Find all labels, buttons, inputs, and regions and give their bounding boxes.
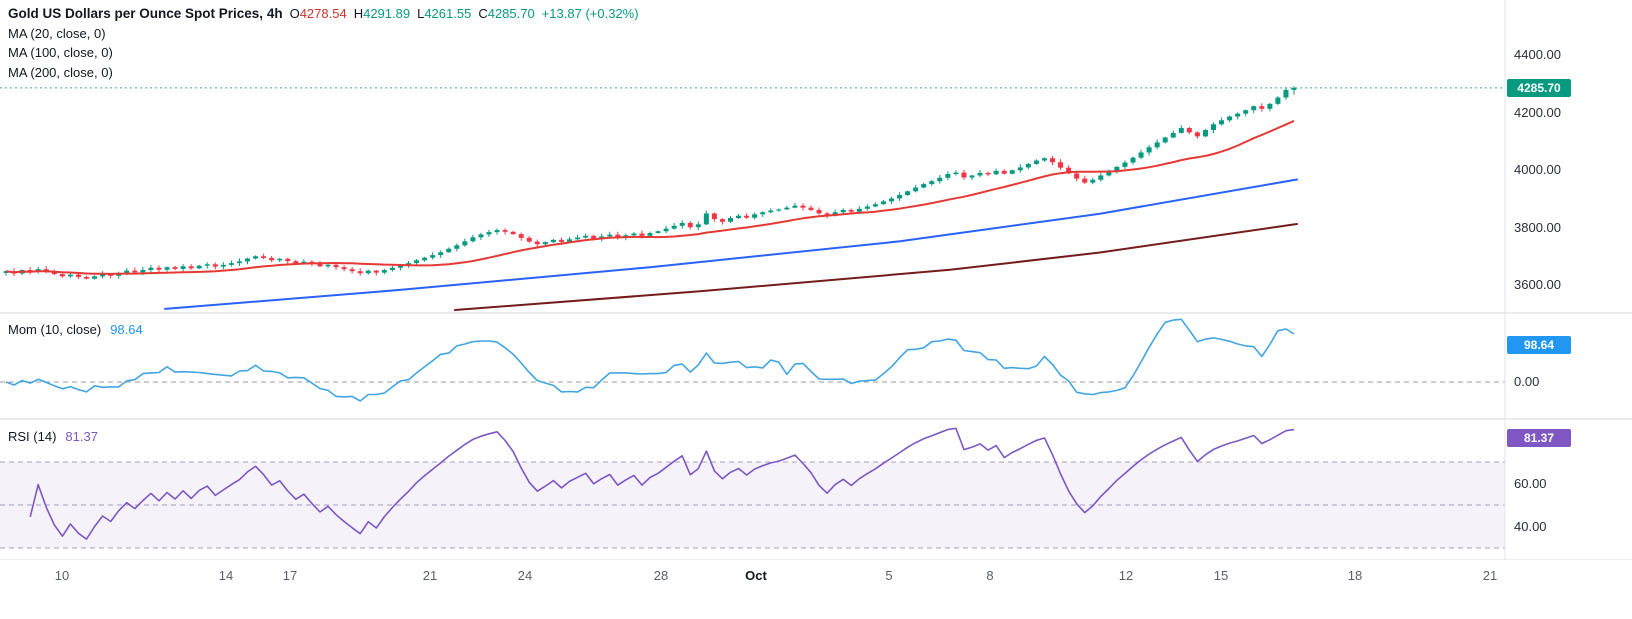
price-axis-label: 3600.00 <box>1514 277 1561 292</box>
time-axis-label: 10 <box>54 568 70 583</box>
main-legend: Gold US Dollars per Ounce Spot Prices, 4… <box>8 4 639 82</box>
last-price-badge: 4285.70 <box>1507 78 1571 97</box>
time-axis-label: 14 <box>218 568 234 583</box>
ma200-line <box>454 223 1298 311</box>
time-axis-label: 21 <box>422 568 438 583</box>
rsi-line <box>29 427 1295 540</box>
time-axis-label: 8 <box>986 568 994 583</box>
open-readout: O4278.54 <box>289 6 347 21</box>
ma100-line <box>164 178 1298 310</box>
momentum-line <box>5 318 1295 402</box>
time-axis-label: 24 <box>517 568 533 583</box>
high-readout: H4291.89 <box>353 6 411 21</box>
candlestick-series[interactable] <box>3 86 1297 280</box>
rsi-axis-label: 60.00 <box>1514 475 1547 491</box>
rsi-axis-label: 40.00 <box>1514 518 1547 534</box>
ma100-legend: MA (100, close, 0) <box>8 45 113 60</box>
time-axis-label: 21 <box>1482 568 1498 583</box>
time-axis-label: 12 <box>1118 568 1134 583</box>
chart-title: Gold US Dollars per Ounce Spot Prices, 4… <box>8 6 283 21</box>
price-axis-label: 4400.00 <box>1514 47 1561 62</box>
ma20-legend: MA (20, close, 0) <box>8 25 106 41</box>
price-axis-label: 3800.00 <box>1514 219 1561 235</box>
momentum-label: Mom (10, close) <box>8 322 102 337</box>
rsi-label: RSI (14) <box>8 429 57 444</box>
momentum-value: 98.64 <box>110 322 143 337</box>
time-axis-label: 5 <box>885 568 893 583</box>
time-axis-label: 28 <box>653 568 669 583</box>
time-axis[interactable]: 10 14 17 21 24 28 Oct 5 8 12 15 18 21 <box>0 560 1632 619</box>
symbol-ohlc-row: Gold US Dollars per Ounce Spot Prices, 4… <box>8 4 639 24</box>
price-axis-label: 4200.00 <box>1514 104 1561 120</box>
ma20-line <box>5 119 1295 275</box>
time-axis-label: 17 <box>282 568 298 583</box>
close-readout: C4285.70 <box>478 6 535 21</box>
rsi-value: 81.37 <box>65 429 98 444</box>
momentum-legend: Mom (10, close) 98.64 <box>8 322 143 337</box>
momentum-zero-label: 0.00 <box>1514 374 1540 389</box>
time-axis-label: Oct <box>745 568 767 583</box>
ma200-legend: MA (200, close, 0) <box>8 64 113 80</box>
change-readout: +13.87 (+0.32%) <box>541 6 639 21</box>
rsi-value-badge: 81.37 <box>1507 428 1571 447</box>
price-axis[interactable]: 4285.70 98.64 81.37 4400.00 4200.00 4000.0… <box>1505 0 1632 560</box>
time-axis-label: 15 <box>1213 568 1229 583</box>
rsi-legend: RSI (14) 81.37 <box>8 429 98 444</box>
price-axis-label: 4000.00 <box>1514 162 1561 177</box>
time-axis-label: 18 <box>1347 568 1363 583</box>
low-readout: L4261.55 <box>417 6 472 21</box>
momentum-value-badge: 98.64 <box>1507 335 1571 354</box>
